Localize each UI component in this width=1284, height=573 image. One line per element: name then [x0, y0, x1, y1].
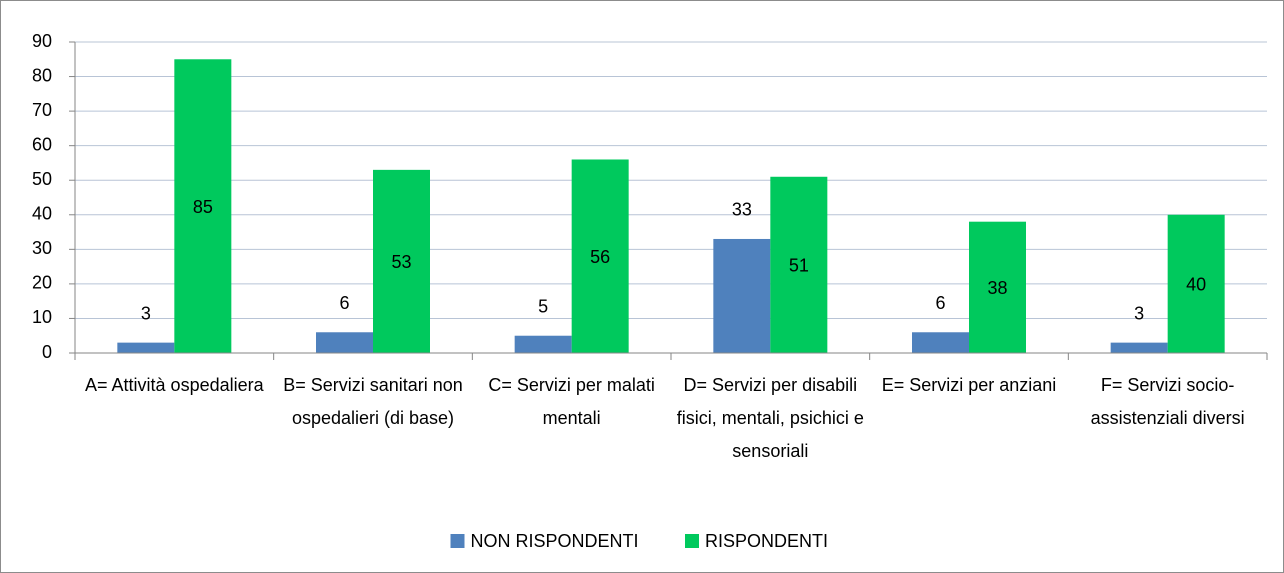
y-tick-label: 90	[32, 31, 52, 51]
bar	[316, 332, 373, 353]
data-label: 85	[193, 197, 213, 217]
x-tick-label: A= Attività ospedaliera	[85, 375, 264, 395]
bar	[571, 159, 629, 353]
legend-label: NON RISPONDENTI	[471, 531, 639, 551]
legend-swatch	[450, 534, 465, 548]
y-tick-label: 40	[32, 204, 52, 224]
data-label: 53	[391, 252, 411, 272]
y-tick-label: 80	[32, 65, 52, 85]
y-tick-label: 0	[42, 342, 52, 362]
data-label: 6	[339, 293, 349, 313]
x-tick-label: F= Servizi socio-assistenziali diversi	[1090, 375, 1245, 428]
bar	[770, 176, 828, 353]
y-tick-label: 50	[32, 169, 52, 189]
bar	[713, 238, 771, 353]
y-tick-label: 70	[32, 100, 52, 120]
bar	[117, 342, 175, 353]
data-label: 3	[1134, 303, 1144, 323]
x-tick-label: B= Servizi sanitari non ospedalieri (di …	[283, 375, 463, 428]
data-label: 3	[141, 303, 151, 323]
x-tick-label: D= Servizi per disabili fisici, mentali,…	[676, 375, 864, 461]
data-label: 40	[1186, 275, 1206, 295]
x-tick-label: C= Servizi per malati mentali	[488, 375, 655, 428]
data-label: 38	[987, 278, 1007, 298]
data-label: 6	[935, 293, 945, 313]
bar	[1167, 214, 1225, 353]
bar	[1110, 342, 1168, 353]
bar	[174, 59, 232, 354]
bar	[373, 169, 430, 353]
x-tick-label: E= Servizi per anziani	[881, 375, 1057, 395]
data-label: 56	[590, 247, 610, 267]
bar	[912, 332, 969, 353]
y-tick-label: 20	[32, 273, 52, 293]
bar	[969, 221, 1026, 353]
bar	[514, 335, 572, 353]
data-label: 5	[538, 296, 548, 316]
y-tick-label: 10	[32, 307, 52, 327]
y-tick-label: 60	[32, 134, 52, 154]
legend-label: RISPONDENTI	[705, 531, 828, 551]
y-tick-label: 30	[32, 238, 52, 258]
data-label: 51	[789, 256, 809, 276]
data-label: 33	[732, 200, 752, 220]
legend-swatch	[685, 534, 699, 548]
